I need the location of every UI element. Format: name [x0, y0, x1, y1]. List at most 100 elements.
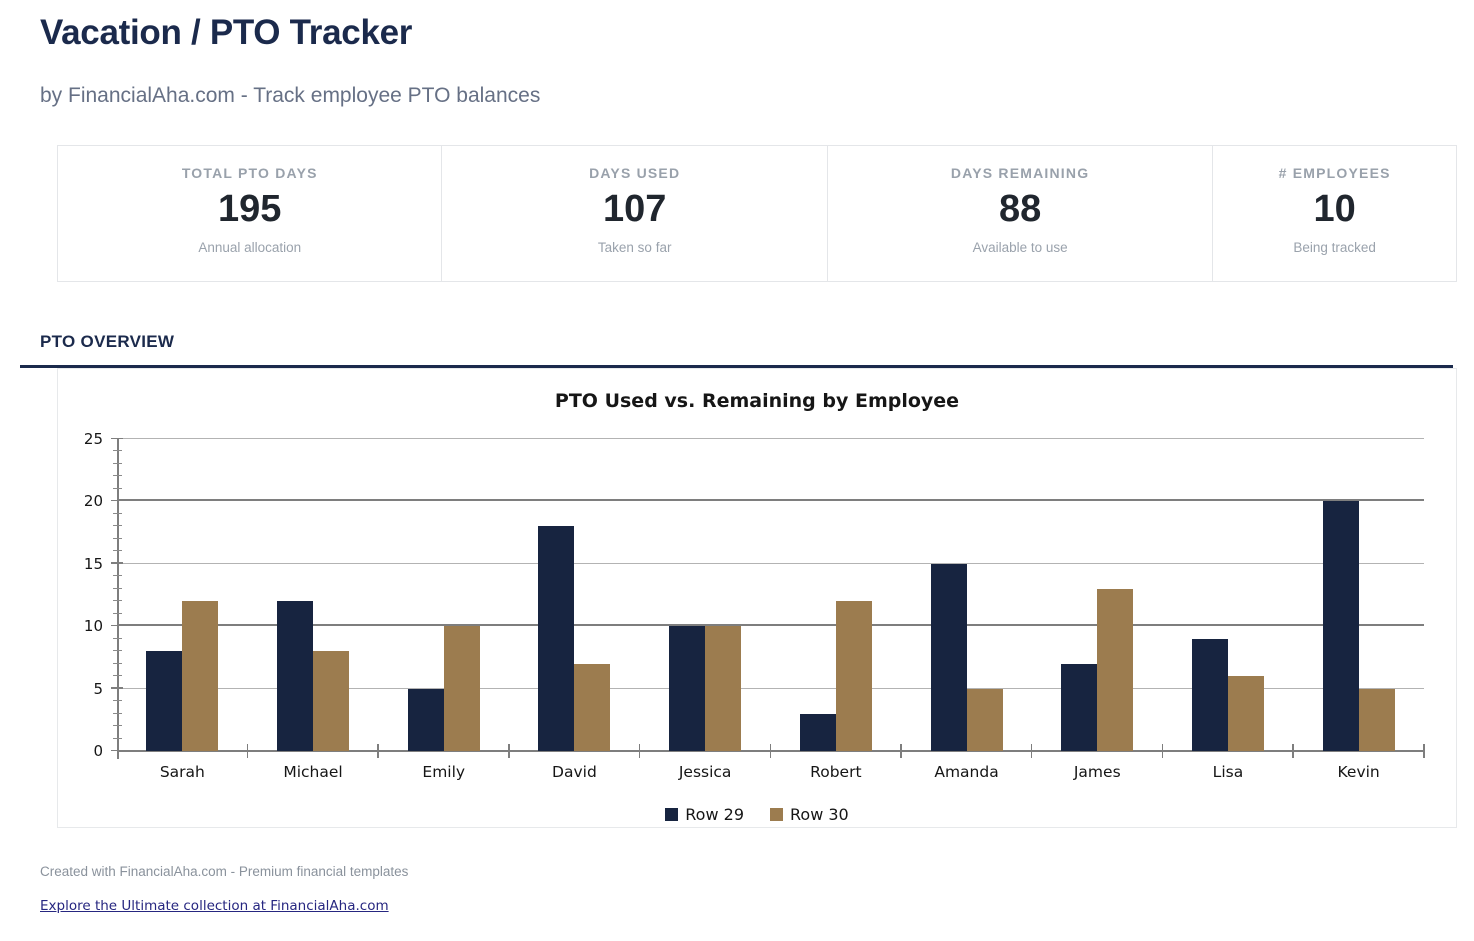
section-divider — [20, 365, 1453, 368]
x-axis-tick — [1423, 744, 1425, 758]
x-category-label: Kevin — [1337, 763, 1380, 781]
bar-row-29-james — [1061, 663, 1098, 751]
x-category-label: James — [1073, 763, 1121, 781]
stat-value: 88 — [998, 188, 1042, 230]
bar-row-29-michael — [277, 601, 314, 751]
y-minor-tick — [113, 450, 122, 452]
stat-sublabel: Taken so far — [597, 240, 672, 255]
y-major-tick — [111, 562, 123, 564]
y-tick-label: 20 — [83, 492, 103, 511]
y-minor-tick — [113, 487, 122, 489]
y-minor-tick — [113, 550, 122, 552]
gridline — [117, 499, 1424, 502]
stat-label: DAYS USED — [589, 165, 681, 181]
stat-label: # EMPLOYEES — [1278, 165, 1391, 181]
y-major-tick — [111, 437, 123, 439]
bar-row-30-david — [574, 663, 611, 751]
y-minor-tick — [113, 675, 122, 677]
y-tick-label: 5 — [93, 679, 103, 698]
x-axis-tick — [769, 744, 771, 758]
bar-row-30-james — [1097, 588, 1134, 751]
legend-item-row-30: Row 30 — [770, 805, 849, 824]
y-minor-tick — [113, 512, 122, 514]
x-category-label: Emily — [422, 763, 466, 781]
x-axis-tick — [638, 744, 641, 758]
y-minor-tick — [113, 725, 122, 727]
stat-value: 107 — [602, 188, 667, 230]
x-axis-tick — [246, 744, 249, 758]
gridline — [117, 438, 1424, 439]
y-tick-label: 25 — [83, 430, 103, 448]
x-axis-tick — [1292, 744, 1294, 758]
x-category-label: Jessica — [678, 763, 732, 781]
y-axis — [117, 439, 119, 759]
legend-label: Row 29 — [685, 805, 744, 824]
x-axis-tick — [508, 744, 510, 758]
stat-card-days-remaining: DAYS REMAINING 88 Available to use — [826, 146, 1212, 281]
bar-row-29-sarah — [146, 651, 183, 751]
x-category-label: Lisa — [1212, 763, 1244, 781]
y-minor-tick — [113, 475, 122, 477]
y-major-tick — [111, 749, 123, 751]
bar-row-29-lisa — [1191, 638, 1228, 751]
stat-label: TOTAL PTO DAYS — [181, 165, 318, 181]
x-category-label: Amanda — [934, 763, 999, 781]
y-minor-tick — [113, 525, 122, 527]
y-minor-tick — [113, 612, 122, 614]
stat-label: DAYS REMAINING — [950, 165, 1090, 181]
section-heading: PTO OVERVIEW — [40, 332, 175, 351]
stats-row: TOTAL PTO DAYS 195 Annual allocation DAY… — [57, 145, 1457, 282]
x-category-label: Robert — [810, 763, 862, 781]
stat-card-total-pto: TOTAL PTO DAYS 195 Annual allocation — [58, 146, 441, 281]
bar-row-30-kevin — [1358, 688, 1395, 751]
bar-row-30-sarah — [182, 601, 219, 751]
legend-label: Row 30 — [790, 805, 849, 824]
stat-card-employees: # EMPLOYEES 10 Being tracked — [1212, 146, 1456, 281]
bar-row-30-jessica — [705, 626, 742, 751]
bar-row-29-jessica — [669, 626, 706, 751]
x-axis-tick — [1030, 744, 1033, 758]
y-minor-tick — [113, 700, 122, 702]
y-minor-tick — [113, 537, 122, 539]
y-minor-tick — [113, 662, 122, 664]
bar-row-29-kevin — [1322, 501, 1359, 751]
chart-legend: Row 29 Row 30 — [58, 805, 1456, 824]
gridline — [117, 687, 1424, 689]
x-category-label: Michael — [283, 763, 343, 781]
y-minor-tick — [113, 712, 122, 714]
bar-row-30-emily — [443, 626, 480, 751]
y-minor-tick — [113, 587, 122, 589]
y-tick-label: 0 — [93, 742, 103, 760]
y-tick-label: 10 — [83, 617, 103, 636]
bar-row-29-emily — [407, 688, 444, 751]
page-title: Vacation / PTO Tracker — [40, 13, 413, 52]
chart-title: PTO Used vs. Remaining by Employee — [554, 390, 960, 412]
stat-card-days-used: DAYS USED 107 Taken so far — [441, 146, 826, 281]
bar-row-29-robert — [799, 713, 836, 751]
bar-row-30-amanda — [966, 688, 1003, 751]
y-major-tick — [111, 687, 123, 689]
legend-swatch-icon — [665, 808, 679, 821]
gridline — [117, 562, 1424, 564]
bar-row-29-amanda — [930, 563, 967, 751]
bar-row-29-david — [538, 526, 575, 751]
stat-value: 195 — [218, 188, 282, 230]
bar-row-30-michael — [313, 651, 350, 751]
page-subtitle: by FinancialAha.com - Track employee PTO… — [40, 84, 541, 107]
pto-chart: PTO Used vs. Remaining by Employee 0 5 10 1… — [57, 368, 1457, 828]
bar-row-30-robert — [835, 601, 872, 751]
y-minor-tick — [113, 575, 122, 577]
legend-item-row-29: Row 29 — [665, 805, 744, 824]
y-major-tick — [111, 499, 123, 502]
stat-sublabel: Annual allocation — [198, 240, 302, 255]
x-category-label: David — [552, 763, 597, 781]
y-minor-tick — [113, 462, 122, 464]
y-minor-tick — [113, 637, 122, 639]
x-axis-tick — [900, 744, 902, 758]
footer-link[interactable]: Explore the Ultimate collection at Finan… — [40, 898, 389, 914]
y-minor-tick — [113, 737, 122, 739]
footer-credit: Created with FinancialAha.com - Premium … — [40, 864, 409, 879]
x-axis-tick — [377, 744, 379, 758]
gridline — [117, 624, 1424, 627]
y-minor-tick — [113, 650, 122, 652]
